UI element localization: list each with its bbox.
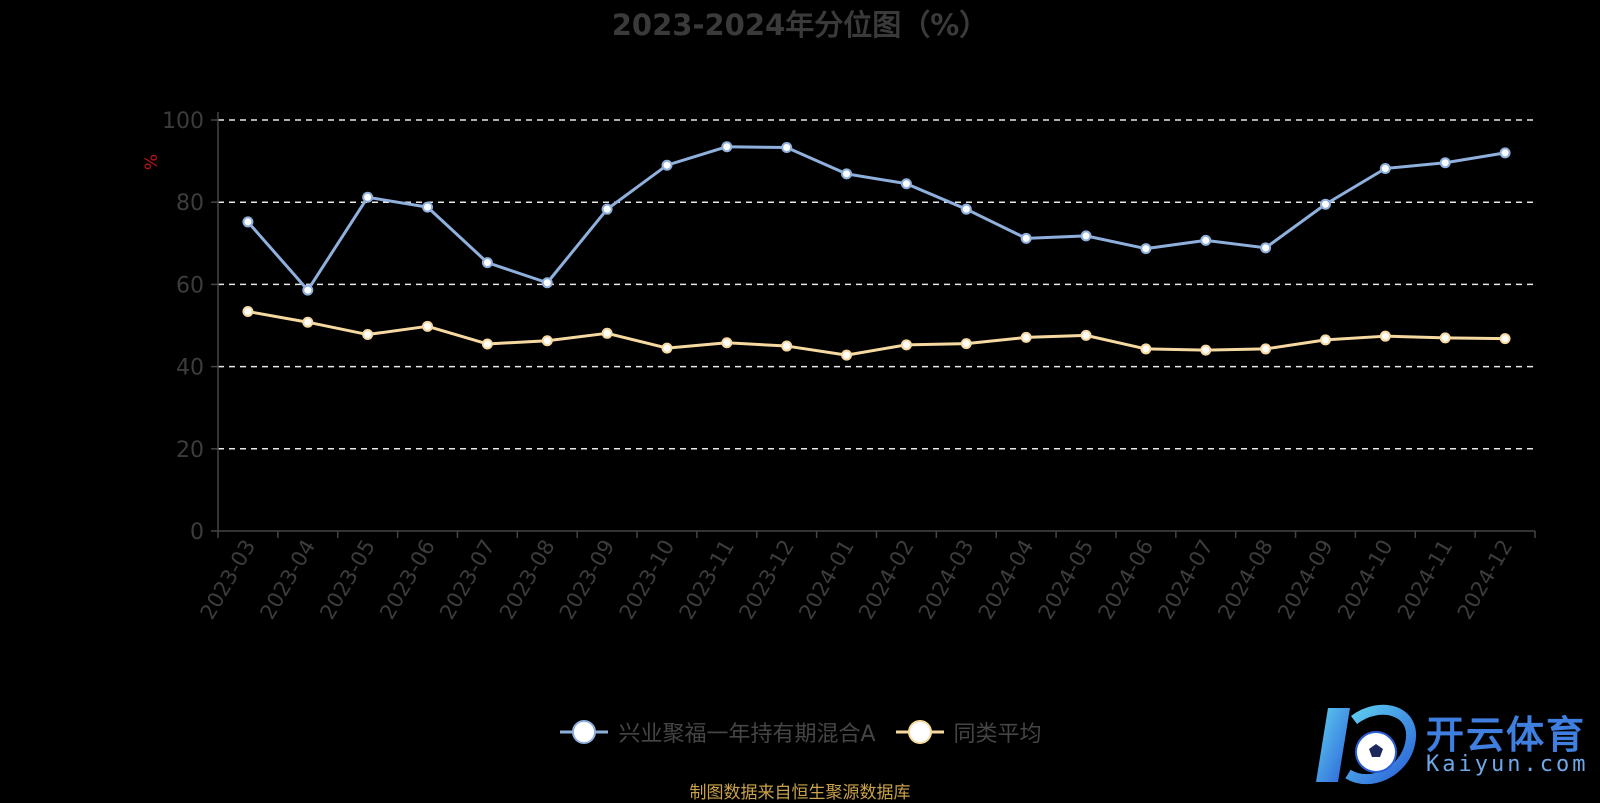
x-tick-label: 2023-11: [675, 536, 740, 624]
legend-item-series-1[interactable]: 兴业聚福一年持有期混合A: [558, 716, 876, 748]
data-point-series-1: [841, 168, 853, 180]
data-point-series-2: [781, 340, 793, 352]
data-point-series-1: [1439, 157, 1451, 169]
data-point-series-1: [1200, 234, 1212, 246]
data-point-series-1: [422, 201, 434, 213]
data-point-series-1: [900, 178, 912, 190]
y-tick-label: 0: [190, 520, 204, 545]
chart-title: 2023-2024年分位图（%）: [611, 8, 989, 42]
x-tick-label: 2024-05: [1034, 536, 1099, 624]
x-tick-label: 2024-11: [1393, 536, 1458, 624]
data-point-series-2: [1020, 331, 1032, 343]
data-point-series-1: [302, 284, 314, 296]
data-point-series-2: [302, 316, 314, 328]
data-point-series-1: [242, 216, 254, 228]
data-point-series-1: [1020, 232, 1032, 244]
x-tick-label: 2023-09: [555, 536, 620, 624]
x-tick-label: 2023-10: [615, 536, 680, 624]
data-point-series-2: [900, 339, 912, 351]
x-tick-label: 2024-07: [1153, 536, 1218, 624]
x-tick-label: 2024-09: [1273, 536, 1338, 624]
legend-label-series-2: 同类平均: [953, 722, 1042, 747]
data-point-series-1: [1379, 162, 1391, 174]
x-tick-label: 2024-06: [1094, 536, 1159, 624]
data-point-series-2: [1499, 333, 1511, 345]
legend-marker-series-2: [895, 720, 944, 744]
y-tick-label: 100: [162, 109, 204, 134]
data-point-series-1: [1140, 243, 1152, 255]
watermark-subtitle: Kaiyun.com: [1426, 752, 1589, 777]
data-point-series-2: [422, 320, 434, 332]
series-line-2: [247, 310, 1506, 357]
x-tick-label: 2023-05: [315, 536, 380, 624]
data-point-series-2: [841, 349, 853, 361]
data-point-series-1: [1080, 230, 1092, 242]
data-point-series-2: [1140, 343, 1152, 355]
y-tick-label: 40: [176, 356, 204, 381]
data-point-series-2: [1439, 332, 1451, 344]
data-point-series-2: [242, 306, 254, 318]
x-tick-label: 2024-03: [914, 535, 979, 623]
series-line-1: [246, 145, 1506, 292]
x-tick-label: 2024-01: [794, 536, 859, 624]
data-point-series-2: [1260, 343, 1272, 355]
data-point-series-2: [1319, 334, 1331, 346]
source-note: 制图数据来自恒生聚源数据库: [689, 783, 911, 803]
data-point-series-2: [601, 327, 613, 339]
data-point-series-2: [481, 338, 493, 350]
x-tick-label: 2024-12: [1453, 536, 1518, 624]
data-point-series-2: [362, 329, 374, 341]
data-point-series-2: [1080, 329, 1092, 341]
data-point-series-1: [721, 141, 733, 153]
x-tick-label: 2023-08: [495, 536, 560, 624]
data-point-series-1: [541, 277, 553, 289]
data-point-series-1: [1319, 198, 1331, 210]
data-point-series-1: [781, 142, 793, 154]
x-tick-label: 2024-04: [974, 536, 1039, 624]
data-point-series-1: [661, 159, 673, 171]
legend-marker-series-1: [560, 720, 609, 744]
data-point-series-1: [1260, 242, 1272, 254]
data-point-series-2: [661, 342, 673, 354]
data-point-series-2: [1200, 344, 1212, 356]
soccer-ball-icon: [1316, 704, 1417, 784]
legend-label-series-1: 兴业聚福一年持有期混合A: [618, 722, 876, 747]
y-tick-label: 20: [176, 438, 204, 463]
x-tick-label: 2024-02: [854, 536, 919, 624]
x-tick-label: 2023-07: [435, 536, 500, 624]
watermark-title: 开云体育: [1426, 713, 1587, 757]
watermark-logo: 开云体育 Kaiyun.com: [1310, 700, 1600, 790]
x-tick-label: 2023-03: [196, 536, 261, 624]
y-tick-label: 60: [176, 273, 204, 298]
x-tick-label: 2024-08: [1213, 536, 1278, 624]
y-tick-label: 80: [176, 191, 204, 216]
x-tick-label: 2023-04: [255, 536, 320, 624]
x-tick-label: 2023-06: [375, 536, 440, 624]
data-point-series-2: [960, 338, 972, 350]
legend-item-series-2[interactable]: 同类平均: [894, 716, 1042, 748]
chart-legend: 兴业聚福一年持有期混合A 同类平均: [0, 716, 1600, 748]
data-point-series-2: [721, 337, 733, 349]
data-point-series-1: [601, 203, 613, 215]
x-tick-label: 2023-12: [734, 536, 799, 624]
data-point-series-1: [960, 203, 972, 215]
data-point-series-1: [1499, 147, 1511, 159]
data-point-series-2: [1379, 330, 1391, 342]
data-point-series-1: [481, 257, 493, 269]
x-tick-label: 2024-10: [1333, 536, 1398, 624]
data-point-series-2: [541, 335, 553, 347]
data-point-series-1: [362, 191, 374, 203]
